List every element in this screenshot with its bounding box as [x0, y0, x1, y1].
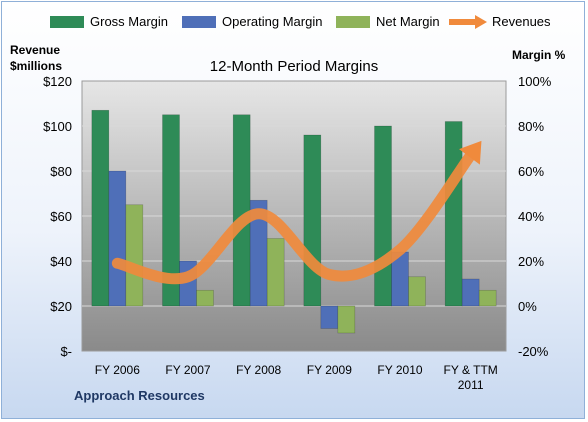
legend-swatch-gross-margin — [50, 16, 84, 28]
bar-operating-margin — [461, 278, 480, 307]
legend-label-net-margin: Net Margin — [376, 14, 440, 29]
legend-swatch-net-margin — [336, 16, 370, 28]
right-tick-label: -20% — [518, 344, 549, 359]
left-tick-label: $120 — [43, 74, 72, 89]
x-tick-label: FY 2006 — [95, 363, 140, 377]
chart-title: 12-Month Period Margins — [209, 58, 379, 75]
x-tick-label: 2011 — [458, 378, 484, 392]
legend: Gross Margin Operating Margin Net Margin… — [0, 12, 588, 36]
right-axis-label: Margin % — [512, 48, 566, 62]
x-tick-label: FY & TTM — [444, 363, 498, 377]
company-name: Approach Resources — [74, 388, 205, 403]
legend-label-operating-margin: Operating Margin — [222, 14, 323, 29]
right-tick-label: 100% — [518, 74, 552, 89]
bar-gross-margin — [303, 134, 322, 307]
right-tick-label: 0% — [518, 299, 537, 314]
bar-gross-margin — [232, 114, 251, 307]
left-tick-label: $100 — [43, 119, 72, 134]
bar-net-margin — [337, 305, 356, 334]
bar-gross-margin — [91, 109, 110, 307]
bar-net-margin — [478, 289, 497, 307]
right-tick-label: 40% — [518, 209, 544, 224]
bar-net-margin — [408, 276, 426, 307]
x-tick-label: FY 2010 — [377, 363, 422, 377]
left-axis-label: Revenue $millions — [10, 42, 80, 74]
left-tick-label: $40 — [50, 254, 72, 269]
right-tick-label: 60% — [518, 164, 544, 179]
right-tick-label: 80% — [518, 119, 544, 134]
bar-operating-margin — [108, 170, 127, 307]
bar-gross-margin — [374, 125, 392, 307]
bar-net-margin — [125, 204, 144, 307]
legend-swatch-operating-margin — [182, 16, 216, 28]
bar-gross-margin — [162, 114, 180, 307]
x-tick-label: FY 2008 — [236, 363, 281, 377]
legend-swatch-revenues — [449, 15, 487, 29]
left-axis-label-line-1: Revenue — [10, 43, 61, 57]
x-tick-label: FY 2009 — [307, 363, 352, 377]
left-axis-label-line-2: $millions — [10, 59, 63, 73]
revenue-arrowhead — [459, 140, 482, 165]
revenue-line — [111, 149, 477, 285]
bar-net-margin — [266, 238, 285, 307]
legend-label-gross-margin: Gross Margin — [90, 14, 169, 29]
bar-net-margin — [196, 289, 214, 307]
bar-operating-margin — [320, 305, 339, 329]
right-tick-label: 20% — [518, 254, 544, 269]
left-tick-label: $60 — [50, 209, 72, 224]
legend-label-revenues: Revenues — [492, 14, 551, 29]
left-tick-label: $80 — [50, 164, 72, 179]
left-tick-label: $- — [60, 344, 72, 359]
left-tick-label: $20 — [50, 299, 72, 314]
x-tick-label: FY 2007 — [165, 363, 210, 377]
